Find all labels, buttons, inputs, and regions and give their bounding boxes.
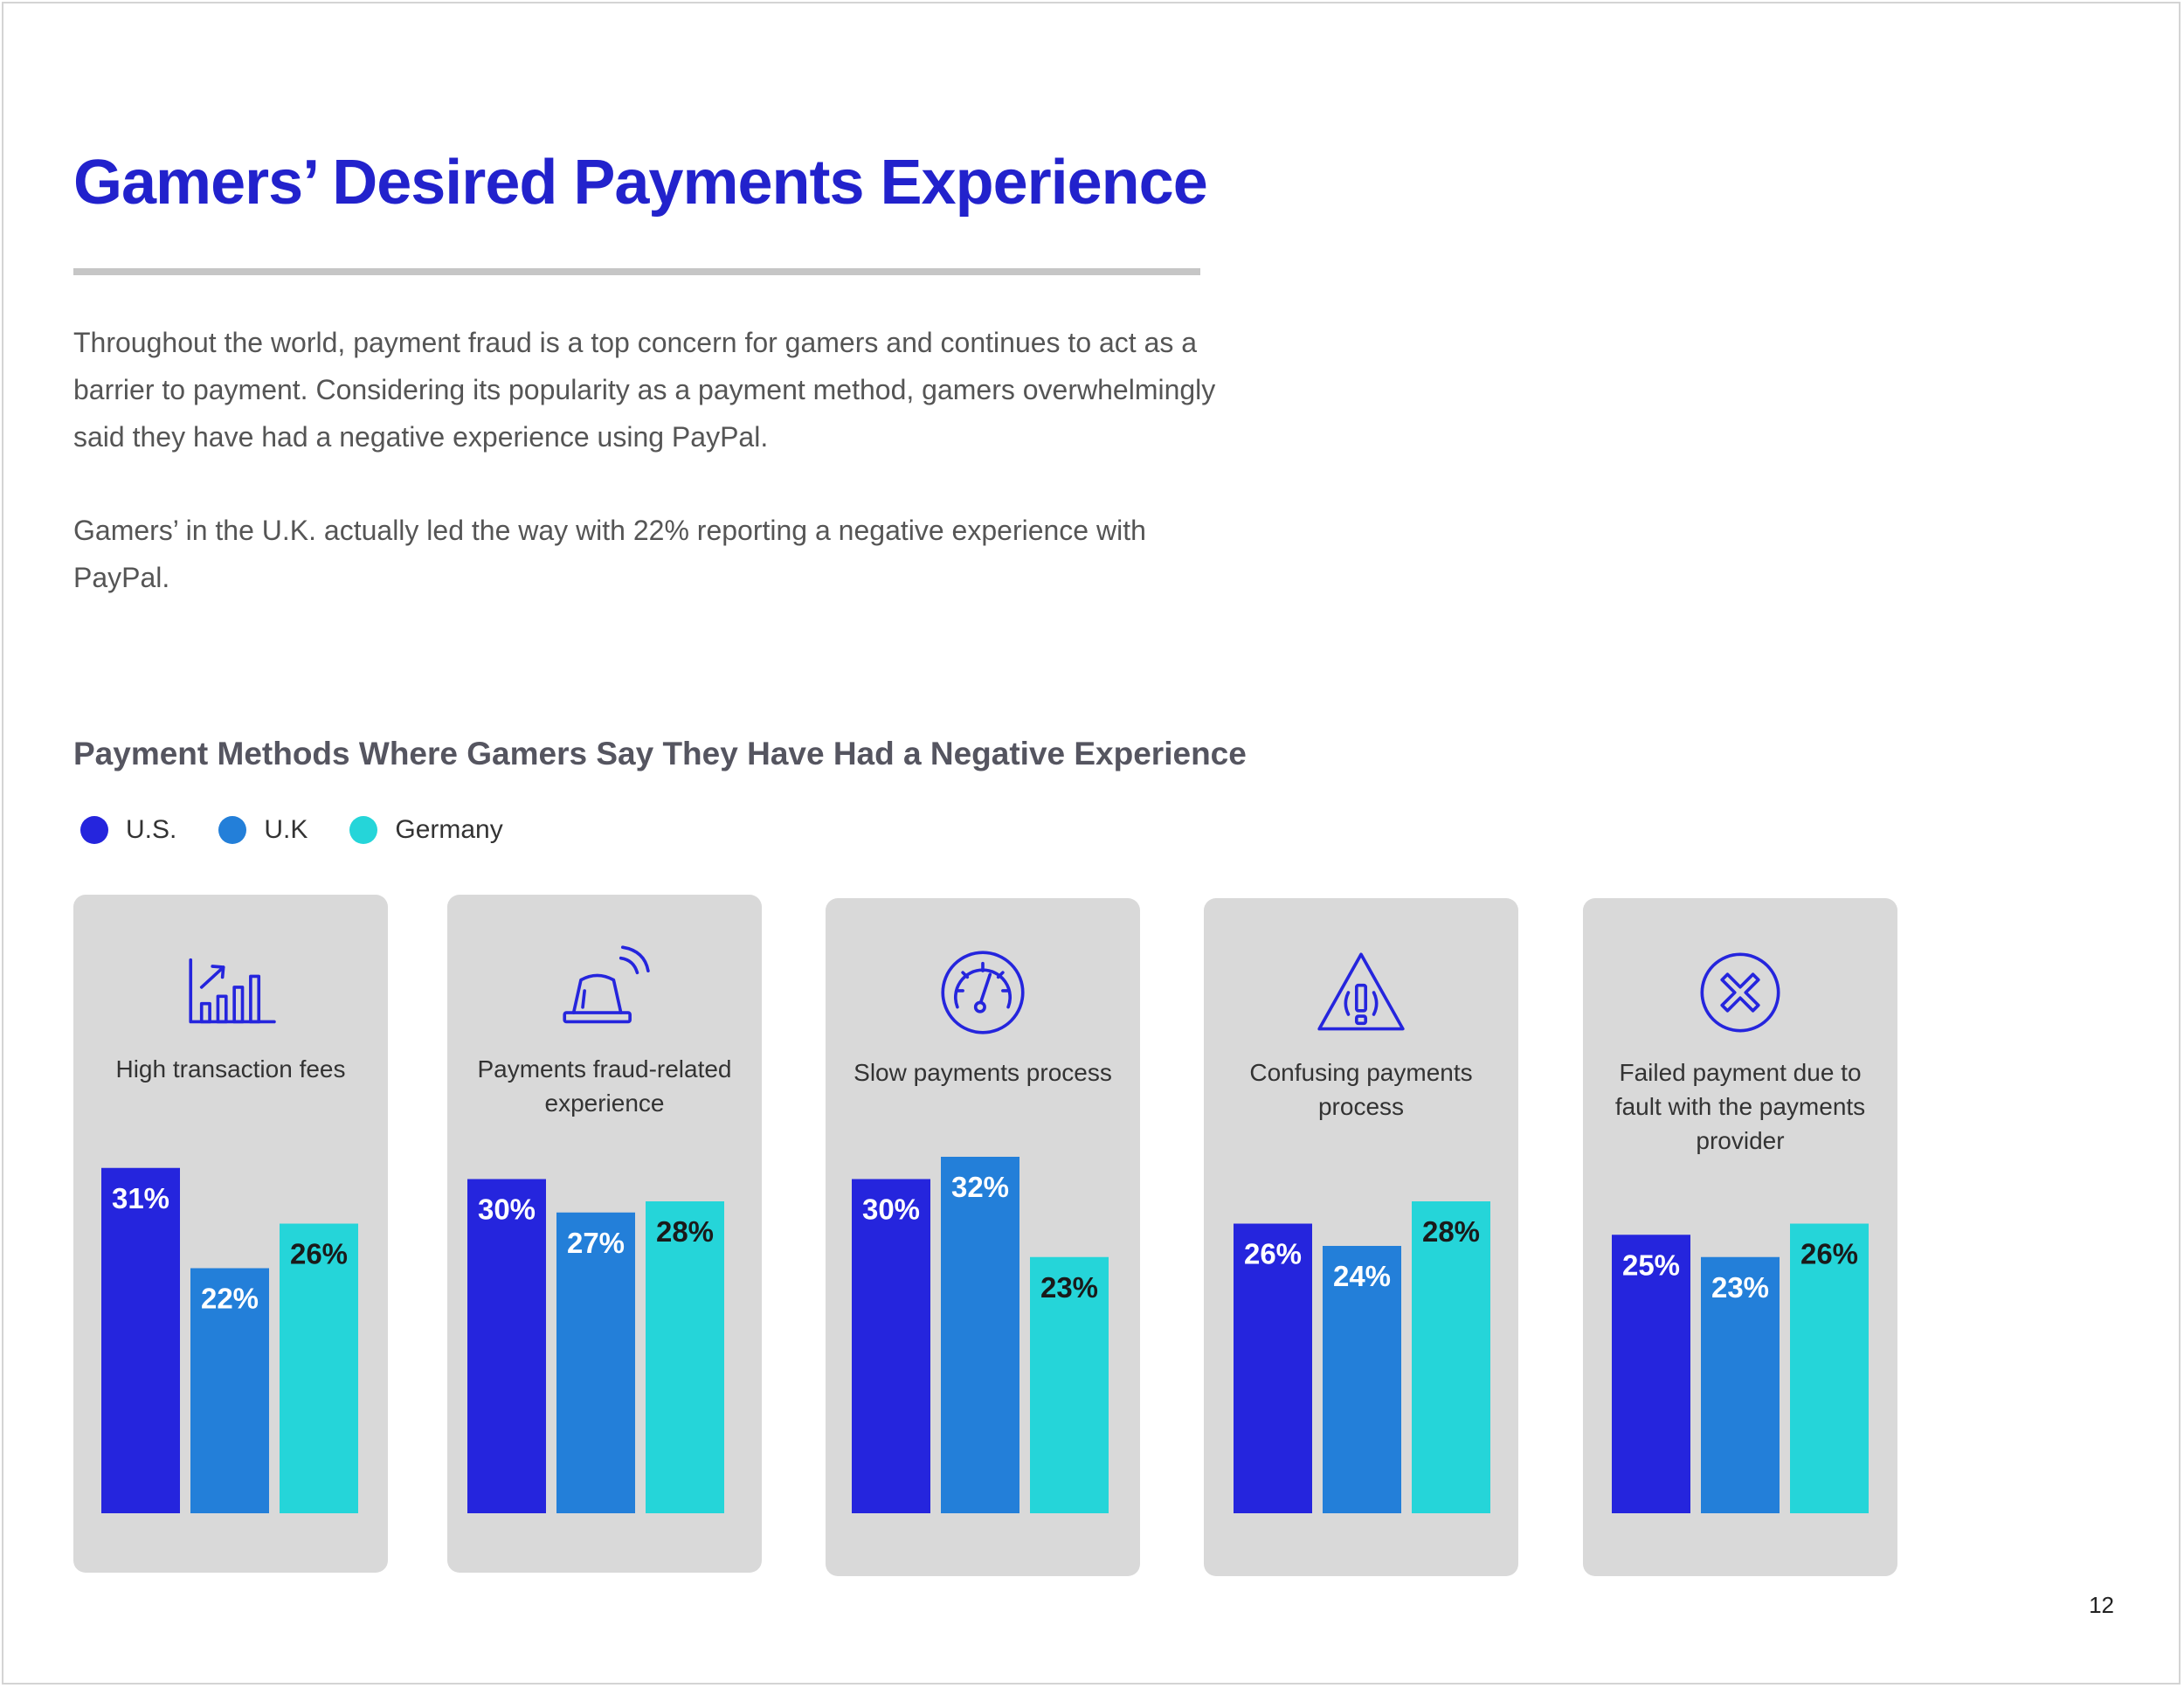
bar-germany-1 bbox=[280, 1223, 358, 1513]
bar-u-s-4 bbox=[1234, 1223, 1312, 1513]
x-circle-icon bbox=[1700, 952, 1780, 1033]
bar-value-label-germany-5: 26% bbox=[1800, 1238, 1858, 1270]
bar-value-label-u-k-5: 23% bbox=[1711, 1271, 1769, 1304]
legend-dot-germany bbox=[349, 816, 378, 844]
bar-germany-3 bbox=[1030, 1256, 1109, 1513]
category-label-confusing: Confusing payments process bbox=[1249, 1059, 1473, 1120]
bar-value-label-u-k-1: 22% bbox=[201, 1283, 259, 1315]
bar-chart-growth-icon bbox=[189, 958, 276, 1024]
page-number: 12 bbox=[2089, 1592, 2114, 1618]
intro-paragraph: Throughout the world, payment fraud is a… bbox=[73, 327, 1216, 453]
chart-legend: U.S. U.K Germany bbox=[80, 808, 545, 852]
legend-dot-uk bbox=[218, 816, 247, 844]
bar-u-s-2 bbox=[467, 1179, 546, 1513]
bar-u-k-1 bbox=[190, 1268, 269, 1513]
category-label-fraud: Payments fraud-related experience bbox=[477, 1055, 732, 1117]
category-label-failed: Failed payment due to fault with the pay… bbox=[1614, 1059, 1866, 1154]
bar-value-label-germany-2: 28% bbox=[656, 1215, 714, 1248]
bar-u-s-5 bbox=[1612, 1235, 1690, 1513]
legend-item-uk: U.K bbox=[218, 815, 308, 845]
warning-triangle-icon bbox=[1317, 952, 1405, 1031]
legend-dot-us bbox=[80, 816, 108, 844]
bar-u-k-3 bbox=[941, 1157, 1019, 1513]
bar-u-s-1 bbox=[101, 1167, 180, 1513]
bar-value-label-u-k-3: 32% bbox=[951, 1171, 1009, 1203]
bar-germany-5 bbox=[1790, 1223, 1869, 1513]
alarm-siren-icon bbox=[563, 945, 650, 1024]
chart-title: Payment Methods Where Gamers Say They Ha… bbox=[73, 736, 1247, 771]
bar-u-k-4 bbox=[1323, 1246, 1401, 1513]
bar-value-label-germany-4: 28% bbox=[1422, 1215, 1480, 1248]
bar-value-label-u-k-4: 24% bbox=[1333, 1260, 1391, 1292]
bar-value-label-u-k-2: 27% bbox=[567, 1227, 625, 1259]
bar-germany-2 bbox=[646, 1201, 724, 1513]
category-label-high-fees: High transaction fees bbox=[115, 1055, 346, 1083]
title-divider bbox=[73, 268, 1200, 275]
speedometer-icon bbox=[941, 951, 1025, 1034]
bar-germany-4 bbox=[1412, 1201, 1490, 1513]
bar-u-k-5 bbox=[1701, 1256, 1780, 1513]
legend-item-germany: Germany bbox=[349, 815, 503, 845]
bar-value-label-germany-3: 23% bbox=[1040, 1271, 1098, 1304]
bar-u-s-3 bbox=[852, 1179, 930, 1513]
bar-value-label-u-s-4: 26% bbox=[1244, 1238, 1302, 1270]
bar-value-label-u-s-1: 31% bbox=[112, 1182, 169, 1214]
legend-label-uk: U.K bbox=[264, 815, 308, 844]
legend-label-us: U.S. bbox=[126, 815, 177, 844]
legend-label-germany: Germany bbox=[395, 815, 503, 844]
bar-value-label-germany-1: 26% bbox=[290, 1238, 348, 1270]
legend-item-us: U.S. bbox=[80, 815, 176, 845]
category-label-slow: Slow payments process bbox=[854, 1059, 1112, 1086]
bar-value-label-u-s-3: 30% bbox=[862, 1193, 920, 1226]
page-title: Gamers’ Desired Payments Experience bbox=[73, 148, 1208, 218]
bar-value-label-u-s-2: 30% bbox=[478, 1193, 536, 1226]
bar-u-k-2 bbox=[556, 1212, 635, 1513]
uk-paragraph: Gamers’ in the U.K. actually led the way… bbox=[73, 515, 1146, 593]
bar-value-label-u-s-5: 25% bbox=[1622, 1249, 1680, 1281]
